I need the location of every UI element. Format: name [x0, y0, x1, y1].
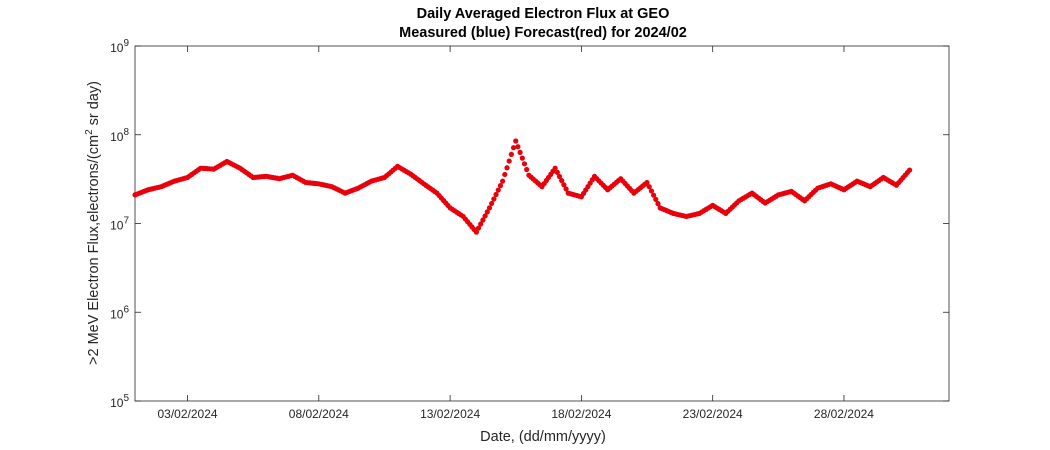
data-point	[500, 178, 506, 184]
x-tick-label: 18/02/2024	[551, 407, 611, 421]
data-point	[655, 201, 661, 207]
data-point	[561, 182, 567, 188]
data-point	[515, 144, 521, 150]
x-axis: 03/02/2024 08/02/2024 13/02/2024 18/02/2024…	[157, 46, 874, 421]
data-point	[513, 138, 519, 144]
data-point	[563, 186, 569, 192]
data-point	[646, 184, 652, 190]
y-tick-label: 109	[110, 38, 129, 55]
data-point	[559, 178, 565, 184]
data-point	[489, 200, 495, 207]
data-series	[132, 138, 913, 235]
data-point	[495, 187, 501, 193]
data-point	[484, 209, 490, 215]
y-tick-label: 105	[110, 393, 129, 410]
data-point	[486, 205, 493, 211]
y-axis-label: >2 MeV Electron Flux,electrons/(cm2 sr d…	[84, 81, 102, 365]
data-point	[524, 166, 530, 173]
data-point	[517, 149, 523, 156]
data-point	[475, 225, 482, 231]
data-point	[491, 196, 497, 202]
chart-title: Daily Averaged Electron Flux at GEO	[417, 6, 670, 22]
x-tick-label: 28/02/2024	[814, 407, 874, 421]
data-point	[552, 165, 558, 171]
data-point	[473, 229, 479, 235]
y-tick-label: 107	[110, 216, 129, 233]
data-point	[651, 192, 657, 198]
data-point	[506, 158, 512, 164]
data-point	[493, 191, 499, 198]
data-point	[478, 221, 484, 227]
x-tick-label: 03/02/2024	[157, 407, 217, 421]
data-point	[519, 155, 525, 161]
data-point	[504, 165, 510, 171]
data-point	[648, 188, 655, 194]
data-point	[556, 173, 563, 180]
data-point	[510, 145, 517, 151]
x-tick-label: 13/02/2024	[420, 407, 480, 421]
data-point	[482, 213, 488, 219]
chart-subtitle: Measured (blue) Forecast(red) for 2024/0…	[399, 25, 687, 41]
data-point	[497, 183, 504, 189]
x-tick-label: 23/02/2024	[683, 407, 743, 421]
y-tick-label: 106	[110, 304, 129, 321]
y-axis: 105 106 107 108 109	[110, 38, 949, 410]
y-tick-label: 108	[110, 127, 129, 144]
data-point	[653, 196, 659, 202]
data-point	[554, 169, 560, 175]
data-point	[502, 171, 508, 178]
data-point	[521, 161, 528, 167]
data-point	[508, 151, 514, 157]
x-axis-label: Date, (dd/mm/yyyy)	[480, 429, 606, 445]
plot-area	[134, 45, 950, 402]
data-point	[907, 167, 913, 173]
data-point	[644, 179, 650, 186]
x-tick-label: 08/02/2024	[289, 407, 349, 421]
data-point	[480, 217, 486, 223]
